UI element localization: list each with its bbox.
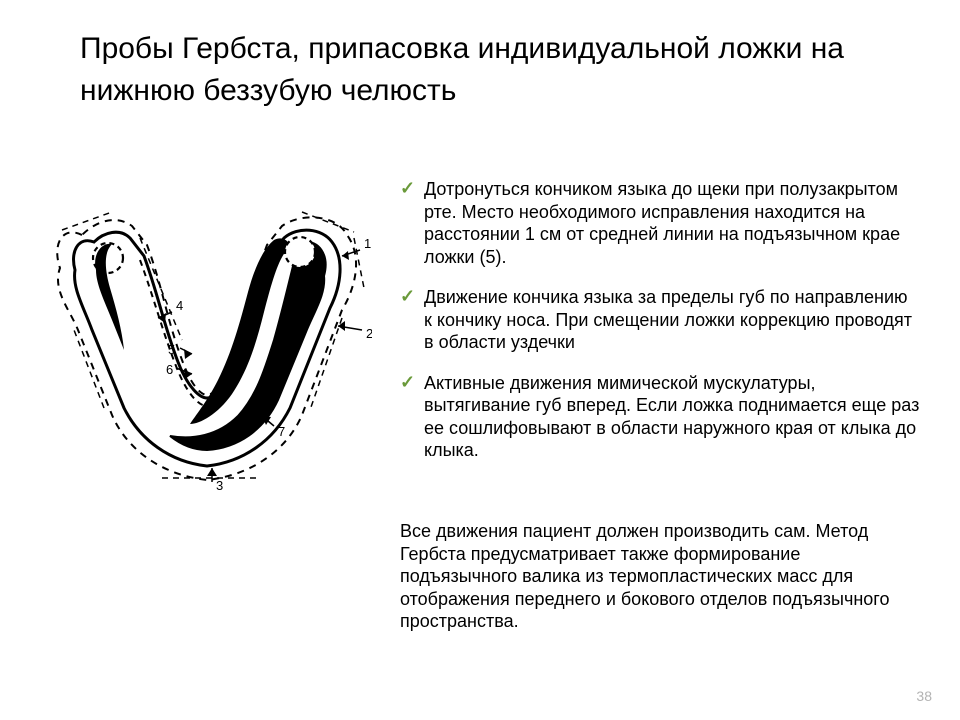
- list-item: ✓ Активные движения мимической мускулату…: [400, 372, 920, 462]
- mandible-diagram: 1 2 3 4 5 6 7: [42, 190, 372, 495]
- fig-label-2: 2: [366, 326, 372, 341]
- bullet-text: Активные движения мимической мускулатуры…: [418, 372, 920, 462]
- fig-label-5: 5: [168, 342, 175, 357]
- fig-label-7: 7: [278, 424, 285, 439]
- fig-label-3: 3: [216, 478, 223, 490]
- bullet-text: Движение кончика языка за пределы губ по…: [418, 286, 920, 354]
- check-icon: ✓: [400, 178, 418, 200]
- check-icon: ✓: [400, 286, 418, 308]
- footer-paragraph: Все движения пациент должен производить …: [400, 520, 920, 633]
- list-item: ✓ Дотронуться кончиком языка до щеки при…: [400, 178, 920, 268]
- slide-title: Пробы Гербста, припасовка индивидуальной…: [80, 28, 880, 112]
- fig-label-6: 6: [166, 362, 173, 377]
- fig-label-1: 1: [364, 236, 371, 251]
- list-item: ✓ Движение кончика языка за пределы губ …: [400, 286, 920, 354]
- bullet-text: Дотронуться кончиком языка до щеки при п…: [418, 178, 920, 268]
- check-icon: ✓: [400, 372, 418, 394]
- page-number: 38: [916, 688, 932, 704]
- bullet-list: ✓ Дотронуться кончиком языка до щеки при…: [400, 178, 920, 480]
- slide: Пробы Гербста, припасовка индивидуальной…: [0, 0, 960, 720]
- fig-label-4: 4: [176, 298, 183, 313]
